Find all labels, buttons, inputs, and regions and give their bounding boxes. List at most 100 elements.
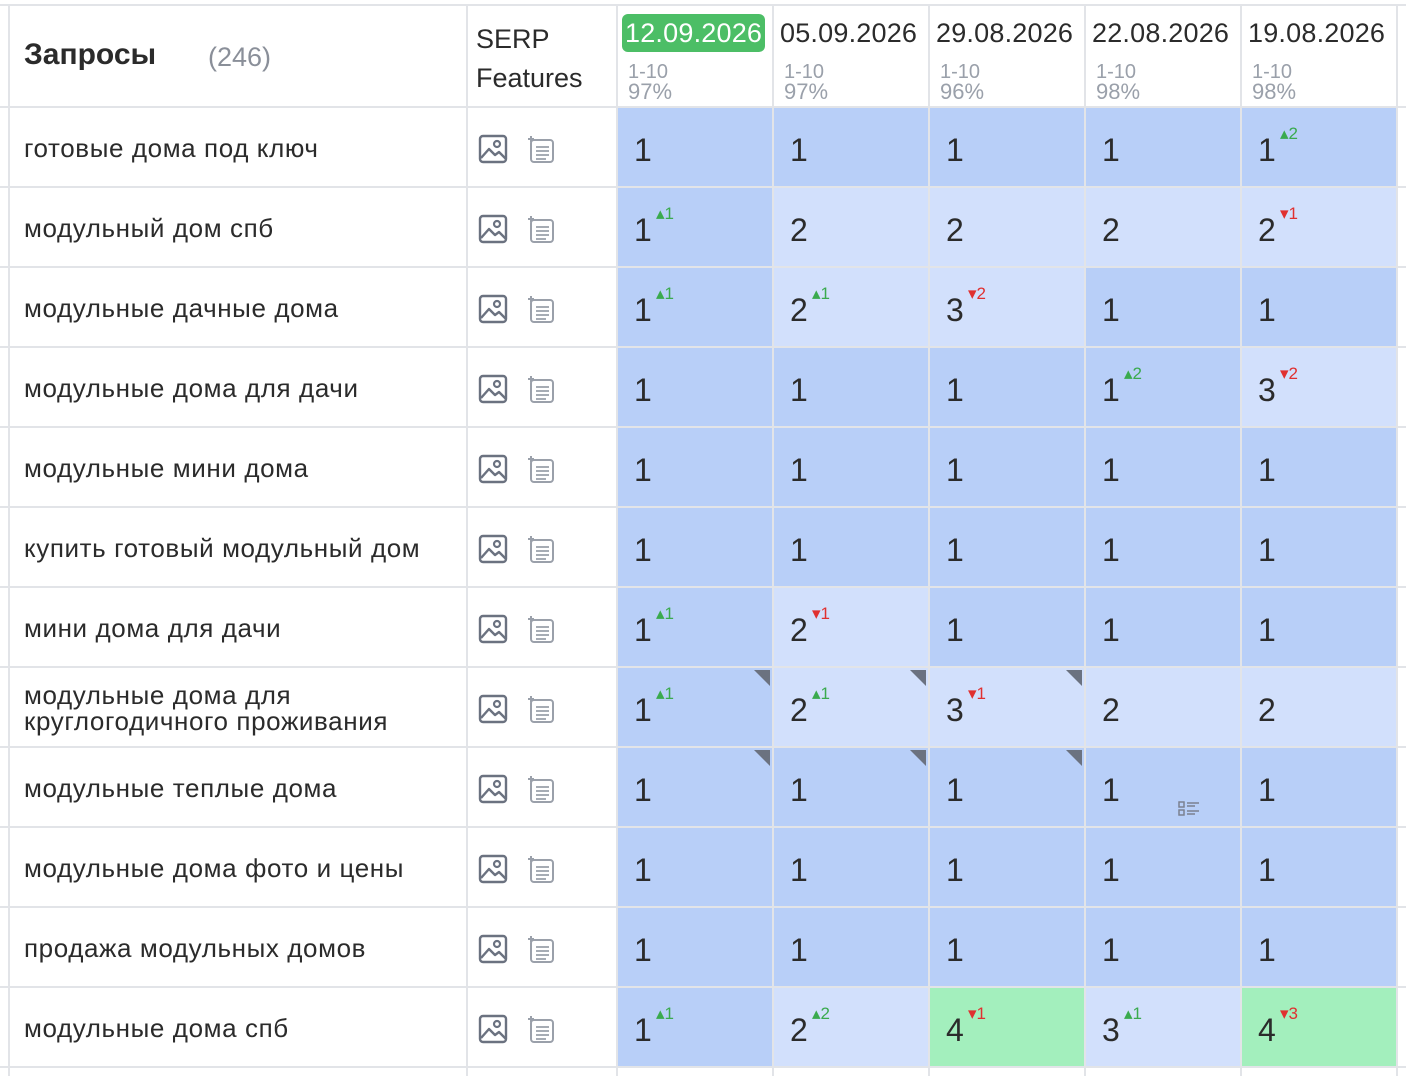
position-cell[interactable]: 1 ▴2 (1242, 108, 1396, 188)
position-cell[interactable]: 2 (1242, 668, 1396, 748)
featured-snippet-icon[interactable] (526, 614, 556, 644)
position-cell[interactable]: 1 (930, 508, 1084, 588)
position-cell[interactable]: 1 ▴1 (618, 988, 772, 1068)
date-column-header[interactable]: 19.08.2026 1-10 98% (1242, 6, 1397, 106)
featured-snippet-icon[interactable] (526, 294, 556, 324)
position-cell[interactable]: 1 (1086, 428, 1240, 508)
featured-snippet-icon[interactable] (526, 454, 556, 484)
image-icon[interactable] (478, 454, 508, 484)
position-cell[interactable]: 1 (1242, 748, 1396, 828)
image-icon[interactable] (478, 1014, 508, 1044)
featured-snippet-icon[interactable] (526, 1014, 556, 1044)
position-cell[interactable]: 1 (1086, 828, 1240, 908)
position-cell[interactable]: 3 ▴1 (1086, 988, 1240, 1068)
keyword-text[interactable]: мини дома для дачи (24, 613, 282, 643)
image-icon[interactable] (478, 694, 508, 724)
position-cell[interactable]: 1 (774, 828, 928, 908)
position-cell[interactable]: 1 (1242, 828, 1396, 908)
position-cell[interactable]: 3 ▾2 (1242, 348, 1396, 428)
position-cell[interactable]: 1 (618, 748, 772, 828)
position-cell[interactable]: 1 (774, 428, 928, 508)
featured-snippet-icon[interactable] (526, 374, 556, 404)
position-cell[interactable]: 1 ▴1 (618, 188, 772, 268)
position-cell[interactable]: 1 (618, 828, 772, 908)
keyword-text[interactable]: модульные дома для дачи (24, 373, 359, 403)
comment-corner-marker[interactable] (910, 750, 926, 766)
date-label[interactable]: 29.08.2026 (936, 18, 1074, 48)
position-cell[interactable]: 1 (618, 908, 772, 988)
featured-snippet-icon[interactable] (526, 774, 556, 804)
position-cell[interactable]: 2 (1086, 668, 1240, 748)
featured-snippet-icon[interactable] (526, 694, 556, 724)
comment-corner-marker[interactable] (1066, 670, 1082, 686)
position-cell[interactable]: 2 (1086, 188, 1240, 268)
comment-corner-marker[interactable] (1066, 750, 1082, 766)
date-column-header[interactable]: 05.09.2026 1-10 97% (774, 6, 929, 106)
date-label[interactable]: 05.09.2026 (780, 18, 918, 48)
position-cell[interactable]: 4 ▾3 (1242, 988, 1396, 1068)
image-icon[interactable] (478, 854, 508, 884)
position-cell[interactable]: 2 ▴1 (774, 268, 928, 348)
keyword-text[interactable]: модульные теплые дома (24, 773, 338, 803)
keyword-text[interactable]: модульные дома фото и цены (24, 853, 405, 883)
featured-snippet-icon[interactable] (526, 934, 556, 964)
date-label[interactable]: 12.09.2026 (622, 14, 766, 52)
position-cell[interactable]: 1 (930, 348, 1084, 428)
list-note-icon[interactable] (1178, 800, 1200, 818)
position-cell[interactable]: 2 ▾1 (1242, 188, 1396, 268)
position-cell[interactable]: 1 (1086, 748, 1240, 828)
image-icon[interactable] (478, 534, 508, 564)
position-cell[interactable]: 2 ▴2 (774, 988, 928, 1068)
featured-snippet-icon[interactable] (526, 214, 556, 244)
keyword-text[interactable]: купить готовый модульный дом (24, 533, 421, 563)
date-label[interactable]: 22.08.2026 (1092, 18, 1230, 48)
position-cell[interactable]: 1 ▴2 (1086, 348, 1240, 428)
keyword-text[interactable]: модульные дома спб (24, 1013, 289, 1043)
position-cell[interactable]: 2 ▴1 (774, 668, 928, 748)
position-cell[interactable]: 1 (774, 748, 928, 828)
position-cell[interactable]: 3 ▾1 (930, 668, 1084, 748)
date-column-header[interactable]: 22.08.2026 1-10 98% (1086, 6, 1241, 106)
comment-corner-marker[interactable] (754, 750, 770, 766)
position-cell[interactable]: 2 (930, 188, 1084, 268)
position-cell[interactable]: 1 (618, 508, 772, 588)
position-cell[interactable]: 1 (1086, 508, 1240, 588)
keyword-text[interactable]: модульные дачные дома (24, 293, 339, 323)
position-cell[interactable]: 1 (1242, 268, 1396, 348)
position-cell[interactable]: 1 (774, 508, 928, 588)
position-cell[interactable]: 1 (618, 428, 772, 508)
keyword-text[interactable]: модульные мини дома (24, 453, 309, 483)
position-cell[interactable]: 1 (1086, 588, 1240, 668)
image-icon[interactable] (478, 934, 508, 964)
position-cell[interactable]: 1 ▴1 (618, 668, 772, 748)
position-cell[interactable]: 1 (930, 908, 1084, 988)
comment-corner-marker[interactable] (910, 670, 926, 686)
image-icon[interactable] (478, 614, 508, 644)
position-cell[interactable]: 1 (1242, 908, 1396, 988)
position-cell[interactable]: 1 ▴1 (618, 268, 772, 348)
position-cell[interactable]: 1 (1086, 908, 1240, 988)
keyword-text[interactable]: готовые дома под ключ (24, 133, 319, 163)
position-cell[interactable]: 1 ▴1 (618, 588, 772, 668)
keyword-text[interactable]: модульные дома для круглогодичного прожи… (24, 680, 388, 736)
position-cell[interactable]: 1 (1086, 108, 1240, 188)
keyword-text[interactable]: модульный дом спб (24, 213, 274, 243)
position-cell[interactable]: 1 (1242, 508, 1396, 588)
image-icon[interactable] (478, 774, 508, 804)
featured-snippet-icon[interactable] (526, 534, 556, 564)
position-cell[interactable]: 4 ▾1 (930, 988, 1084, 1068)
position-cell[interactable]: 1 (930, 108, 1084, 188)
position-cell[interactable]: 2 (774, 188, 928, 268)
image-icon[interactable] (478, 294, 508, 324)
position-cell[interactable]: 2 ▾1 (774, 588, 928, 668)
position-cell[interactable]: 1 (618, 108, 772, 188)
position-cell[interactable]: 3 ▾2 (930, 268, 1084, 348)
position-cell[interactable]: 1 (930, 428, 1084, 508)
position-cell[interactable]: 1 (1242, 588, 1396, 668)
position-cell[interactable]: 1 (774, 908, 928, 988)
position-cell[interactable]: 1 (774, 348, 928, 428)
image-icon[interactable] (478, 134, 508, 164)
position-cell[interactable]: 1 (930, 828, 1084, 908)
featured-snippet-icon[interactable] (526, 134, 556, 164)
comment-corner-marker[interactable] (754, 670, 770, 686)
